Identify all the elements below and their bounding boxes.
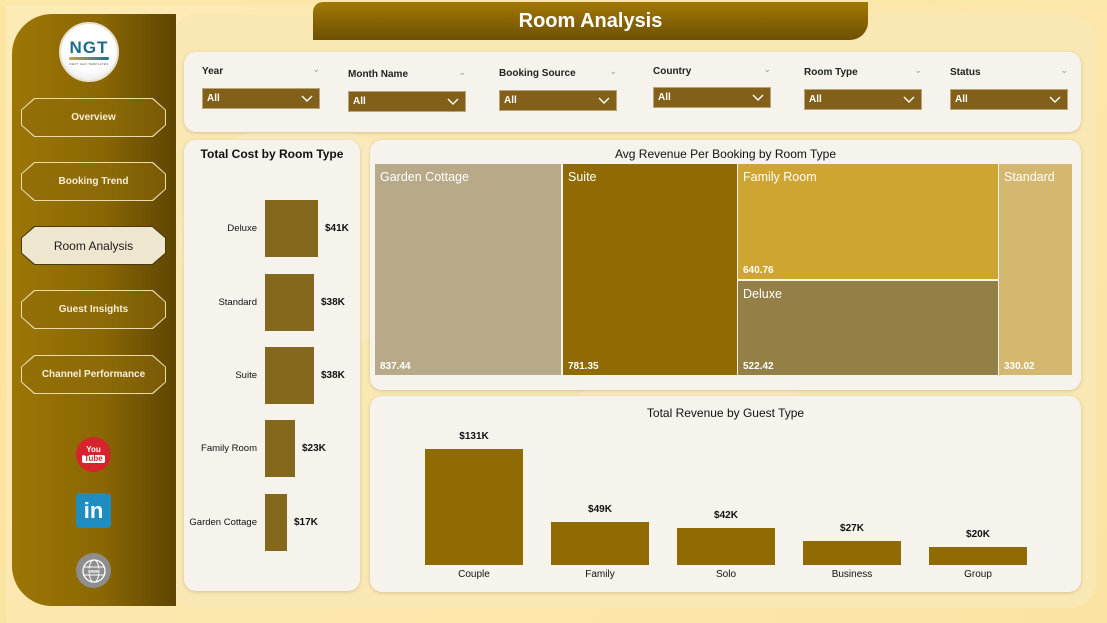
bar-row: Deluxe $41K xyxy=(184,200,360,257)
youtube-icon[interactable]: You Tube xyxy=(76,437,111,472)
chevron-down-icon xyxy=(903,96,915,103)
sidebar-item-channel-performance[interactable]: Channel Performance xyxy=(21,355,166,394)
avg-revenue-treemap-chart: Avg Revenue Per Booking by Room Type Gar… xyxy=(370,140,1081,390)
bar[interactable] xyxy=(265,200,318,257)
page-title: Room Analysis xyxy=(518,9,663,32)
globe-icon: www xyxy=(81,558,106,583)
value-label: $42K xyxy=(714,510,738,521)
category-label: Solo xyxy=(715,569,736,580)
value-label: $38K xyxy=(321,297,345,308)
chevron-down-icon[interactable]: ⌄ xyxy=(312,64,320,74)
room-type-dropdown[interactable]: All xyxy=(804,89,922,110)
slicer-label: Month Name xyxy=(348,69,408,80)
bar[interactable] xyxy=(803,541,901,565)
treemap-tile-suite[interactable]: Suite 781.35 xyxy=(562,163,738,376)
value-label: $49K xyxy=(588,504,612,515)
category-label: Standard xyxy=(218,297,257,308)
page-title-bar: Room Analysis xyxy=(313,2,868,40)
chevron-down-icon xyxy=(301,95,313,102)
bar[interactable] xyxy=(265,347,314,404)
chevron-down-icon xyxy=(598,97,610,104)
room-type-slicer: Room Type ⌄ All xyxy=(804,65,922,110)
value-label: $17K xyxy=(294,517,318,528)
treemap-tile-garden-cottage[interactable]: Garden Cottage 837.44 xyxy=(374,163,562,376)
status-slicer: Status ⌄ All xyxy=(950,65,1068,110)
month-name-slicer: Month Name ⌄ All xyxy=(348,67,466,112)
category-label: Family xyxy=(585,569,615,580)
value-label: $38K xyxy=(321,370,345,381)
filter-bar: Year ⌄ All Month Name ⌄ All Booking Sour… xyxy=(184,52,1081,132)
ngt-logo: NGT NEXT GEN TEMPLATES xyxy=(59,22,119,82)
sidebar-item-label: Booking Trend xyxy=(58,176,129,187)
country-dropdown[interactable]: All xyxy=(653,87,771,108)
slicer-label: Country xyxy=(653,66,692,77)
month-name-dropdown[interactable]: All xyxy=(348,91,466,112)
chevron-down-icon[interactable]: ⌄ xyxy=(609,66,617,76)
logo-wave-icon xyxy=(69,56,109,60)
bar[interactable] xyxy=(265,494,287,551)
chevron-down-icon[interactable]: ⌄ xyxy=(914,65,922,75)
linkedin-icon[interactable]: in xyxy=(76,493,111,528)
bar-row: Family Room $23K xyxy=(184,420,360,477)
bar[interactable] xyxy=(929,547,1027,565)
total-cost-by-room-type-chart: Total Cost by Room Type Deluxe $41K Standa… xyxy=(184,140,360,591)
treemap-tile-family-room[interactable]: Family Room 640.76 xyxy=(737,163,999,280)
chevron-down-icon xyxy=(1049,96,1061,103)
chart-title: Total Revenue by Guest Type xyxy=(646,406,805,420)
slicer-label: Status xyxy=(950,67,981,78)
sidebar-item-label: Overview xyxy=(71,112,116,123)
category-label: Group xyxy=(964,569,992,580)
category-label: Deluxe xyxy=(227,223,257,234)
bar[interactable] xyxy=(265,274,314,331)
chevron-down-icon xyxy=(447,98,459,105)
year-slicer: Year ⌄ All xyxy=(202,64,320,109)
country-slicer: Country ⌄ All xyxy=(653,64,771,108)
slicer-label: Booking Source xyxy=(499,68,576,79)
chevron-down-icon[interactable]: ⌄ xyxy=(1060,65,1068,75)
sidebar-item-label: Guest Insights xyxy=(58,304,129,315)
booking-source-dropdown[interactable]: All xyxy=(499,90,617,111)
bar-row: Standard $38K xyxy=(184,274,360,331)
sidebar-item-overview[interactable]: Overview xyxy=(21,98,166,137)
chevron-down-icon[interactable]: ⌄ xyxy=(763,64,771,74)
chevron-down-icon xyxy=(752,94,764,101)
category-label: Couple xyxy=(458,569,490,580)
sidebar-item-booking-trend[interactable]: Booking Trend xyxy=(21,162,166,201)
website-globe-icon[interactable]: www xyxy=(76,553,111,588)
sidebar-item-room-analysis[interactable]: Room Analysis xyxy=(21,226,166,265)
logo-text: NGT xyxy=(69,37,109,57)
treemap-tile-standard[interactable]: Standard 330.02 xyxy=(998,163,1073,376)
bar[interactable] xyxy=(425,449,523,565)
bar[interactable] xyxy=(265,420,295,477)
bar[interactable] xyxy=(551,522,649,565)
category-label: Business xyxy=(831,569,873,580)
value-label: $131K xyxy=(459,431,489,442)
category-label: Family Room xyxy=(201,443,257,454)
status-dropdown[interactable]: All xyxy=(950,89,1068,110)
sidebar-item-guest-insights[interactable]: Guest Insights xyxy=(21,290,166,329)
logo-subtext: NEXT GEN TEMPLATES xyxy=(69,61,109,66)
value-label: $27K xyxy=(840,523,864,534)
slicer-label: Year xyxy=(202,66,224,77)
sidebar-item-label: Channel Performance xyxy=(41,369,146,380)
chart-title: Avg Revenue Per Booking by Room Type xyxy=(614,147,837,161)
svg-text:www: www xyxy=(87,569,100,575)
category-label: Garden Cottage xyxy=(189,517,257,528)
value-label: $41K xyxy=(325,223,349,234)
booking-source-slicer: Booking Source ⌄ All xyxy=(499,66,617,111)
sidebar-item-label: Room Analysis xyxy=(53,238,134,253)
bar-row: Garden Cottage $17K xyxy=(184,494,360,551)
year-dropdown[interactable]: All xyxy=(202,88,320,109)
total-revenue-by-guest-type-chart: Total Revenue by Guest Type $131K Couple $… xyxy=(370,396,1081,592)
category-label: Suite xyxy=(235,370,257,381)
chart-title: Total Cost by Room Type xyxy=(200,147,344,161)
value-label: $20K xyxy=(966,529,990,540)
chevron-down-icon[interactable]: ⌄ xyxy=(458,67,466,77)
bar-row: Suite $38K xyxy=(184,347,360,404)
treemap-tile-deluxe[interactable]: Deluxe 522.42 xyxy=(737,280,999,376)
value-label: $23K xyxy=(302,443,326,454)
slicer-label: Room Type xyxy=(804,67,858,78)
bar[interactable] xyxy=(677,528,775,565)
